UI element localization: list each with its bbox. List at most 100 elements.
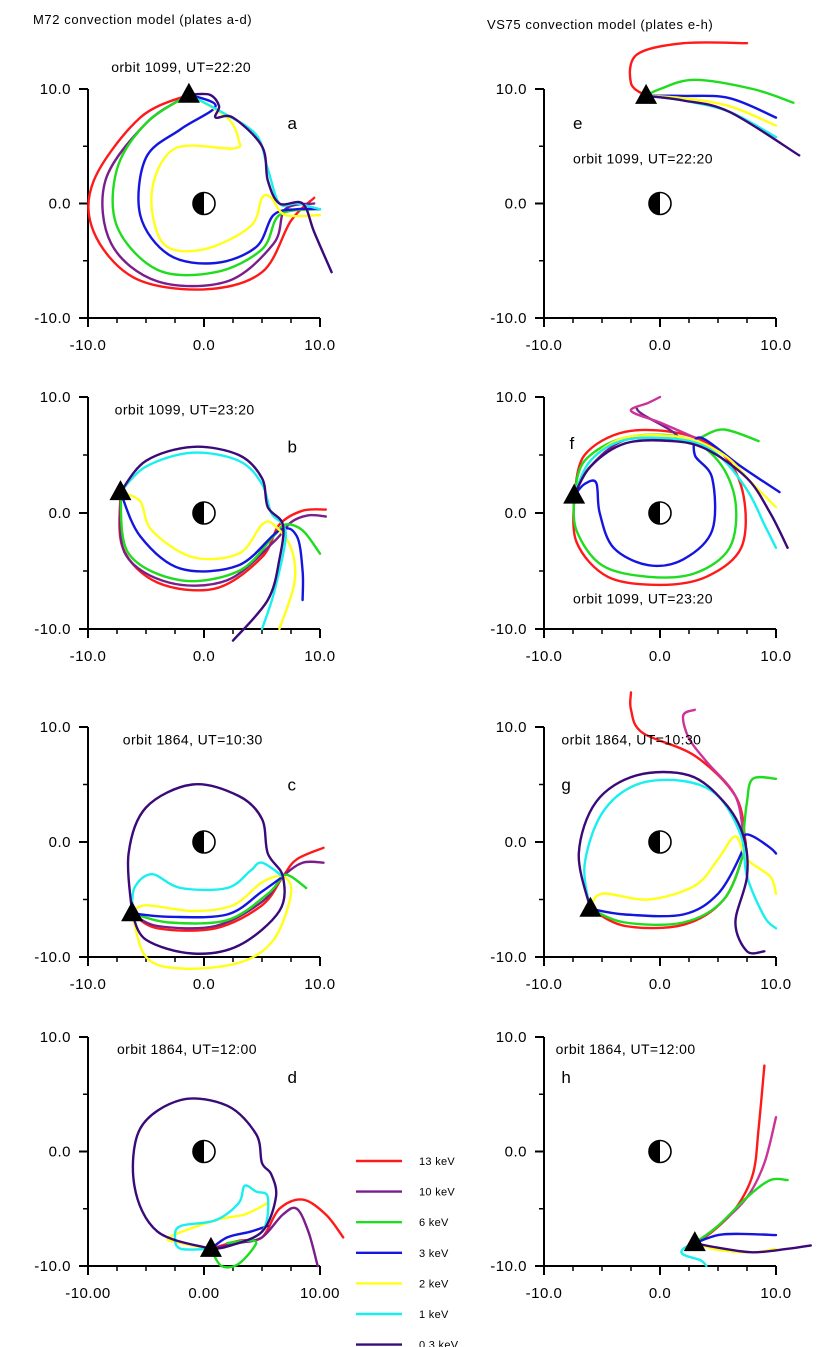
series-line xyxy=(572,428,747,587)
y-tick-label: 10.0 xyxy=(496,1029,527,1046)
earth-icon xyxy=(648,830,672,854)
series-line xyxy=(629,395,696,439)
earth-icon xyxy=(192,1139,216,1164)
x-tick-label: 10.0 xyxy=(304,648,335,665)
series-line xyxy=(119,445,285,642)
x-tick-label: -10.0 xyxy=(70,648,107,665)
orbit-label: orbit 1099, UT=22:20 xyxy=(573,150,713,166)
x-tick-label: -10.0 xyxy=(70,976,107,993)
x-tick-label: 0.0 xyxy=(649,976,671,993)
plate-d: 10.0 0.0 -10.0 -10.00 0.00 10.00 orbit 1864, U… xyxy=(34,1029,345,1302)
plate-letter: b xyxy=(288,438,297,457)
y-tick-label: -10.0 xyxy=(34,621,71,638)
series-line xyxy=(166,1201,269,1250)
series-line xyxy=(118,490,327,587)
series-line xyxy=(583,778,778,930)
legend-item: 1 keV xyxy=(356,1309,449,1321)
x-tick-label: 10.0 xyxy=(760,648,791,665)
x-tick-label: -10.0 xyxy=(526,976,563,993)
x-tick-label: -10.0 xyxy=(526,337,563,354)
plate-a: 10.0 0.0 -10.0 -10.0 0.0 10.0 orbit 1099, UT=2… xyxy=(34,59,335,354)
spacecraft-triangle-marker xyxy=(121,901,144,922)
y-tick-label: 0.0 xyxy=(505,505,527,522)
spacecraft-triangle-marker xyxy=(635,83,658,104)
y-tick-label: 0.0 xyxy=(49,196,71,213)
plate-letter: g xyxy=(561,775,570,794)
series-line xyxy=(130,861,285,915)
legend-item: 3 keV xyxy=(356,1248,449,1260)
series-line xyxy=(628,41,749,98)
plate-letter: e xyxy=(573,114,582,133)
series-line xyxy=(573,436,778,549)
y-tick-label: -10.0 xyxy=(490,621,527,638)
plate-h: 10.0 0.0 -10.0 -10.0 0.0 10.0 orbit 1864, UT=1… xyxy=(490,1029,812,1302)
legend-label: 0.3 keV xyxy=(419,1340,459,1347)
x-tick-label: 10.0 xyxy=(760,976,791,993)
orbit-label: orbit 1864, UT=10:30 xyxy=(561,731,701,747)
earth-icon xyxy=(648,501,672,525)
x-tick-label: 10.0 xyxy=(304,976,335,993)
series-line xyxy=(589,835,778,910)
x-tick-label: -10.0 xyxy=(526,1285,563,1302)
series-line xyxy=(130,873,308,925)
series-line xyxy=(119,490,305,602)
y-tick-label: 0.0 xyxy=(49,1144,71,1161)
x-tick-label: 0.0 xyxy=(649,648,671,665)
y-tick-label: 10.0 xyxy=(496,81,527,98)
series-line xyxy=(87,93,316,291)
series-line xyxy=(693,1116,778,1245)
y-tick-label: -10.0 xyxy=(490,310,527,327)
x-tick-label: 10.0 xyxy=(760,337,791,354)
orbit-label: orbit 1864, UT=12:00 xyxy=(117,1041,257,1057)
y-tick-label: -10.0 xyxy=(34,310,71,327)
plate-letter: a xyxy=(288,114,298,133)
y-tick-label: 10.0 xyxy=(40,1029,71,1046)
series-line xyxy=(681,708,745,838)
series-line xyxy=(589,775,778,926)
x-tick-label: 0.0 xyxy=(193,337,215,354)
series-line xyxy=(209,1224,269,1250)
legend-label: 10 keV xyxy=(419,1187,455,1199)
x-tick-label: 10.0 xyxy=(304,337,335,354)
left-column-title: M72 convection model (plates a-d) xyxy=(33,12,252,27)
legend-item: 10 keV xyxy=(356,1187,455,1199)
legend-label: 6 keV xyxy=(419,1217,449,1229)
series-line xyxy=(644,94,801,157)
series-line xyxy=(119,451,287,631)
orbit-label: orbit 1099, UT=23:20 xyxy=(115,401,255,417)
x-tick-label: 0.0 xyxy=(649,337,671,354)
spacecraft-triangle-marker xyxy=(199,1236,222,1257)
x-tick-label: 10.00 xyxy=(300,1285,340,1302)
y-tick-label: -10.0 xyxy=(34,949,71,966)
legend-label: 2 keV xyxy=(419,1278,449,1290)
x-tick-label: 0.0 xyxy=(193,648,215,665)
y-tick-label: 0.0 xyxy=(49,505,71,522)
plate-f: 10.0 0.0 -10.0 -10.0 0.0 10.0 orbit 1099, UT=2… xyxy=(490,389,791,665)
spacecraft-triangle-marker xyxy=(177,82,200,103)
series-line xyxy=(130,860,325,930)
series-line xyxy=(130,875,285,919)
y-tick-label: 10.0 xyxy=(40,81,71,98)
series-line xyxy=(187,93,322,211)
right-column-title: VS75 convection model (plates e-h) xyxy=(487,17,713,32)
orbit-label: orbit 1864, UT=10:30 xyxy=(123,731,263,747)
y-tick-label: 0.0 xyxy=(505,1144,527,1161)
series-line xyxy=(131,1097,278,1250)
series-line xyxy=(126,783,286,955)
series-line xyxy=(130,846,325,932)
earth-icon xyxy=(192,830,216,854)
series-line xyxy=(693,1177,789,1245)
x-tick-label: 0.0 xyxy=(193,976,215,993)
y-tick-label: 10.0 xyxy=(496,719,527,736)
y-tick-label: 0.0 xyxy=(505,834,527,851)
x-tick-label: 0.00 xyxy=(188,1285,219,1302)
series-line xyxy=(699,428,760,443)
series-line xyxy=(577,770,766,955)
plate-letter: f xyxy=(570,434,575,453)
earth-icon xyxy=(648,191,672,216)
spacecraft-triangle-marker xyxy=(563,483,586,504)
series-line xyxy=(187,92,333,274)
series-line xyxy=(644,94,778,127)
x-tick-label: -10.0 xyxy=(70,337,107,354)
